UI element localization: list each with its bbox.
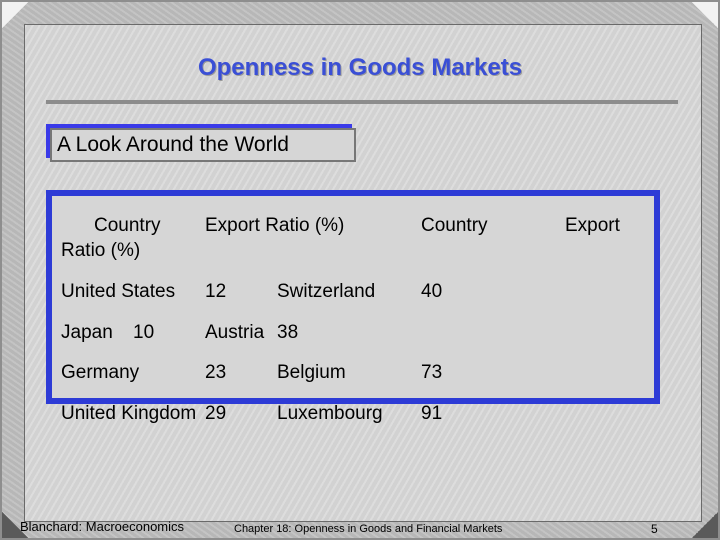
slide-subtitle: A Look Around the World [50,128,356,162]
page-number: 5 [651,522,658,536]
frame-corner-bl [2,512,28,538]
slide-title: Openness in Goods Markets [197,54,523,81]
footer-book-title: Blanchard: Macroeconomics [20,519,185,534]
table-cell-country: Switzerland [277,281,376,302]
table-cell-country: Luxembourg [277,403,383,424]
header-country: Country [94,215,161,236]
table-cell-country: Japan [61,322,113,343]
table-background [52,196,654,398]
table-cell-value: 40 [421,281,443,302]
table-cell-value: 23 [205,362,227,383]
header-ratio: Ratio (%) [61,240,141,261]
frame-corner-tr [692,2,718,28]
table-cell-value: 73 [421,362,443,383]
frame-corner-tl [2,2,28,28]
table-cell-value: 29 [205,403,227,424]
table-cell-country: Austria [205,322,265,343]
table-cell-country: Germany [61,362,140,383]
table-cell-country: United Kingdom [61,403,197,424]
table-cell-value: 91 [421,403,443,424]
title-divider [46,100,678,104]
header-country-2: Country [421,215,488,236]
footer-chapter: Chapter 18: Openness in Goods and Financ… [234,523,503,535]
header-export-ratio: Export Ratio (%) [205,215,345,236]
table-cell-country: United States [61,281,176,302]
table-cell-country: Belgium [277,362,346,383]
table-cell-value: 38 [277,322,299,343]
table-cell-value: 12 [205,281,227,302]
header-export-2: Export [565,215,620,236]
table-cell-value: 10 [133,322,155,343]
